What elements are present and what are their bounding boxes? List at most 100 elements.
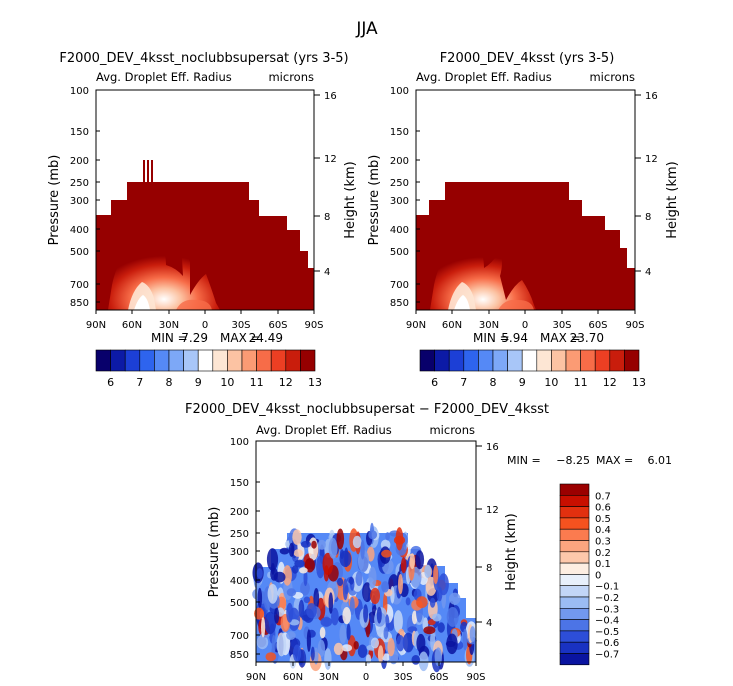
- anomaly-cell: [416, 633, 426, 653]
- anomaly-cell: [279, 547, 290, 555]
- panel-b-colorbar-label-7: 13: [632, 376, 646, 389]
- anomaly-cell: [400, 557, 407, 574]
- panel-c-colorbar-swatch-12: [559, 619, 590, 632]
- panel-a-colorbar-label-5: 11: [250, 376, 264, 389]
- panel-a-colorbar-swatch-5: [168, 349, 184, 372]
- anomaly-cell: [346, 623, 351, 641]
- panel-b-xtick-90s: 90S: [625, 320, 644, 331]
- panel-b-ytick-200: 200: [390, 156, 409, 167]
- panel-a-colorbar: 6 7 8 9 10 11 12 13: [95, 349, 322, 389]
- anomaly-cell: [313, 588, 320, 610]
- anomaly-cell: [347, 635, 356, 657]
- anomaly-cell: [322, 552, 334, 576]
- panel-b-units: microns: [589, 70, 635, 84]
- panel-c-colorbar-swatch-5: [559, 540, 590, 553]
- panel-b-colorbar-swatch-7: [521, 349, 538, 372]
- panel-b-xtick-0: 0: [522, 320, 528, 331]
- panel-c-colorbar-label-11: −0.4: [595, 616, 619, 627]
- panel-c-xtick-30s: 30S: [393, 672, 412, 683]
- panel-b-hgt-4: 4: [645, 267, 651, 278]
- panel-b-max-value: 23.70: [570, 331, 604, 345]
- panel-b-ytick-300: 300: [390, 196, 409, 207]
- panel-c-xtick-60n: 60N: [283, 672, 303, 683]
- panel-a-colorbar-swatch-1: [110, 349, 126, 372]
- panel-a-xtick-60s: 60S: [268, 320, 287, 331]
- panel-c-hgt-4: 4: [486, 618, 492, 629]
- anomaly-cell: [266, 548, 279, 571]
- panel-c-y-ticks: 100 150 200 250 300 400 500 700 850: [230, 437, 260, 661]
- panel-c-colorbar-swatch-2: [559, 506, 590, 519]
- panel-a-xtick-90n: 90N: [86, 320, 106, 331]
- panel-c-colorbar-label-5: 0.2: [595, 548, 611, 559]
- panel-a-colorbar-label-0: 6: [107, 376, 114, 389]
- panel-b-xtick-60n: 60N: [442, 320, 462, 331]
- panel-b-ytick-700: 700: [390, 280, 409, 291]
- panel-b-ytick-500: 500: [390, 247, 409, 258]
- panel-a-colorbar-swatch-6: [183, 349, 199, 372]
- panel-a-colorbar-swatch-13: [285, 349, 301, 372]
- anomaly-cell: [348, 576, 354, 585]
- anomaly-cell: [292, 644, 302, 663]
- anomaly-cell: [328, 537, 338, 559]
- panel-c-ytick-300: 300: [230, 547, 249, 558]
- panel-a-max-label: MAX =: [220, 331, 261, 345]
- anomaly-cell: [342, 607, 352, 625]
- anomaly-cell: [363, 604, 369, 623]
- panel-a-colorbar-swatch-7: [197, 349, 214, 372]
- anomaly-cell: [368, 530, 378, 540]
- anomaly-cell: [358, 549, 369, 573]
- anomaly-cell: [415, 550, 425, 570]
- anomaly-cell: [298, 599, 305, 618]
- panel-a-ytick-850: 850: [70, 298, 89, 309]
- panel-b-colorbar-label-2: 8: [490, 376, 497, 389]
- panel-c-colorbar: 0.70.60.50.40.30.20.10−0.1−0.2−0.3−0.4−0…: [559, 483, 619, 666]
- panel-a-min-value: 7.29: [181, 331, 208, 345]
- panel-b-ytick-400: 400: [390, 225, 409, 236]
- anomaly-cell: [446, 606, 459, 627]
- anomaly-cell: [368, 566, 377, 589]
- panel-c-x-ticks: 90N 60N 30N 0 30S 60S 90S: [246, 662, 486, 683]
- anomaly-cell: [303, 569, 308, 587]
- panel-b-ytick-850: 850: [390, 298, 409, 309]
- anomaly-cell: [261, 617, 266, 638]
- panel-c-ytick-400: 400: [230, 576, 249, 587]
- panel-b-colorbar-label-5: 11: [574, 376, 588, 389]
- anomaly-cell: [398, 574, 403, 595]
- panel-a-spike-2: [147, 160, 149, 182]
- panel-b-colorbar-swatch-0: [419, 349, 435, 372]
- panel-b-colorbar-swatch-11: [580, 349, 596, 372]
- panel-c-y2-label: Height (km): [504, 513, 519, 590]
- panel-b-colorbar-swatch-12: [594, 349, 611, 372]
- panel-a-y-label: Pressure (mb): [47, 155, 62, 246]
- panel-b-colorbar-swatch-3: [463, 349, 479, 372]
- panel-b-colorbar-swatch-13: [609, 349, 625, 372]
- anomaly-cell: [303, 596, 311, 604]
- panel-b-y-ticks: 100 150 200 250 300 400 500 700 850: [390, 86, 420, 309]
- panel-a-ytick-200: 200: [70, 156, 89, 167]
- anomaly-cell: [289, 619, 300, 626]
- panel-c-colorbar-swatch-13: [559, 630, 590, 643]
- anomaly-cell: [274, 607, 280, 624]
- panel-c-ytick-200: 200: [230, 507, 249, 518]
- anomaly-cell: [462, 628, 468, 651]
- panel-c-ytick-850: 850: [230, 650, 249, 661]
- panel-a-max-value: 24.49: [249, 331, 283, 345]
- panel-b-xtick-60s: 60S: [588, 320, 607, 331]
- panel-b-y-label: Pressure (mb): [367, 155, 382, 246]
- panel-c-subtitle: Avg. Droplet Eff. Radius: [256, 423, 392, 437]
- anomaly-cell: [381, 581, 389, 593]
- panel-c-title: F2000_DEV_4ksst_noclubbsupersat − F2000_…: [185, 402, 549, 417]
- panel-c-ytick-150: 150: [230, 478, 249, 489]
- anomaly-cell: [357, 644, 368, 658]
- panel-b-xtick-90n: 90N: [406, 320, 426, 331]
- panel-c-colorbar-label-2: 0.5: [595, 514, 611, 525]
- panel-a-xtick-30s: 30S: [231, 320, 250, 331]
- anomaly-cell: [436, 586, 443, 602]
- anomaly-cell: [316, 555, 325, 579]
- panel-a-colorbar-label-6: 12: [279, 376, 293, 389]
- anomaly-cell: [437, 622, 445, 633]
- panel-c-y2-ticks: 16 12 8 4: [476, 442, 499, 629]
- panel-c-colorbar-swatch-15: [559, 653, 590, 666]
- anomaly-cell: [370, 587, 380, 605]
- anomaly-cell: [449, 592, 461, 605]
